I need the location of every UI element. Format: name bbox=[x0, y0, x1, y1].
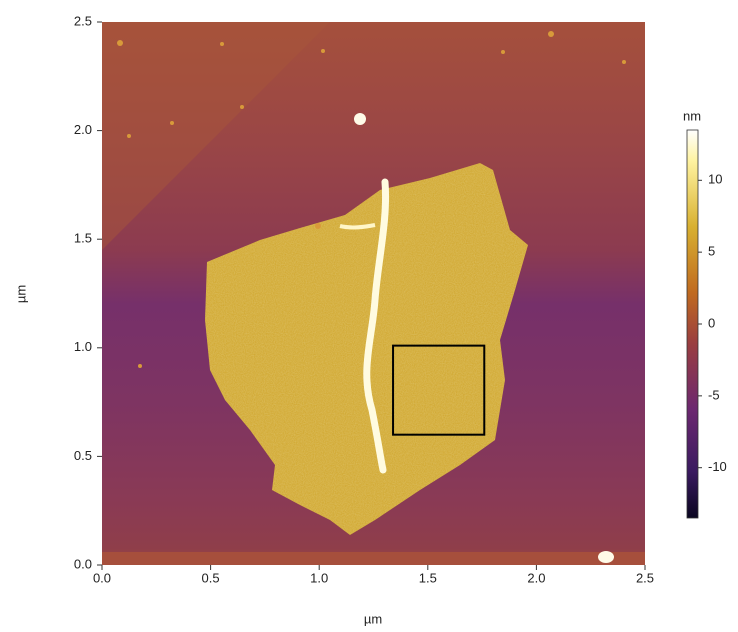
x-tick-label: 2.0 bbox=[527, 570, 545, 585]
colorbar-tick-label: -10 bbox=[708, 459, 727, 474]
colorbar-tick-label: 0 bbox=[708, 315, 715, 330]
colorbar-tick-label: -5 bbox=[708, 387, 720, 402]
y-tick-label: 2.0 bbox=[74, 122, 92, 137]
y-tick-label: 1.0 bbox=[74, 339, 92, 354]
colorbar-tick-label: 10 bbox=[708, 172, 722, 187]
x-tick-label: 2.5 bbox=[636, 570, 654, 585]
x-tick-label: 0.0 bbox=[93, 570, 111, 585]
y-tick-label: 1.5 bbox=[74, 231, 92, 246]
colorbar bbox=[686, 129, 699, 519]
x-tick-label: 0.5 bbox=[202, 570, 220, 585]
y-tick-label: 0.5 bbox=[74, 448, 92, 463]
x-tick-label: 1.5 bbox=[419, 570, 437, 585]
region-box bbox=[392, 344, 486, 436]
colorbar-label: nm bbox=[683, 108, 701, 123]
y-tick-label: 0.0 bbox=[74, 556, 92, 571]
colorbar-tick-label: 5 bbox=[708, 244, 715, 259]
afm-image bbox=[102, 22, 645, 565]
y-axis-label: µm bbox=[13, 285, 28, 303]
y-tick-label: 2.5 bbox=[74, 13, 92, 28]
x-axis-label: µm bbox=[364, 611, 382, 626]
x-tick-label: 1.0 bbox=[310, 570, 328, 585]
